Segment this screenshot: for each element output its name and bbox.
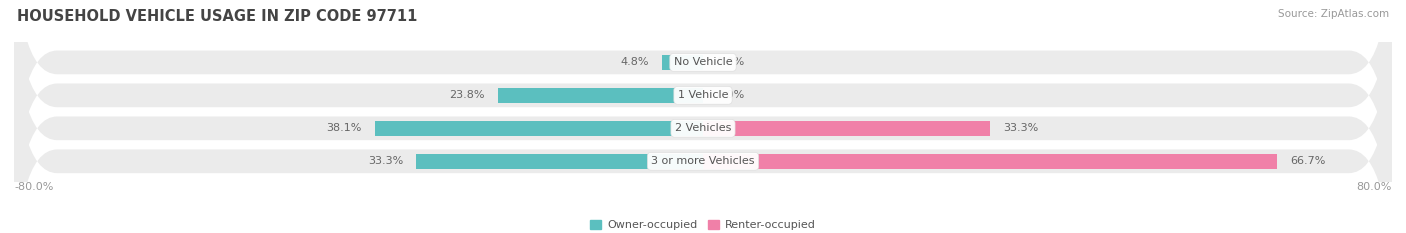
Text: 0.0%: 0.0% xyxy=(716,57,744,67)
Text: No Vehicle: No Vehicle xyxy=(673,57,733,67)
Text: 38.1%: 38.1% xyxy=(326,123,361,133)
Text: 2 Vehicles: 2 Vehicles xyxy=(675,123,731,133)
Text: 3 or more Vehicles: 3 or more Vehicles xyxy=(651,156,755,166)
Text: 33.3%: 33.3% xyxy=(1002,123,1038,133)
Text: 0.0%: 0.0% xyxy=(716,90,744,100)
Text: -80.0%: -80.0% xyxy=(14,182,53,192)
FancyBboxPatch shape xyxy=(14,0,1392,233)
Bar xyxy=(416,154,703,169)
Text: 66.7%: 66.7% xyxy=(1291,156,1326,166)
Text: 33.3%: 33.3% xyxy=(368,156,404,166)
FancyBboxPatch shape xyxy=(14,0,1392,215)
Bar xyxy=(703,121,990,136)
Bar xyxy=(662,55,703,70)
Bar xyxy=(375,121,703,136)
Legend: Owner-occupied, Renter-occupied: Owner-occupied, Renter-occupied xyxy=(586,216,820,233)
FancyBboxPatch shape xyxy=(14,8,1392,233)
Bar xyxy=(498,88,703,103)
Text: 1 Vehicle: 1 Vehicle xyxy=(678,90,728,100)
Text: HOUSEHOLD VEHICLE USAGE IN ZIP CODE 97711: HOUSEHOLD VEHICLE USAGE IN ZIP CODE 9771… xyxy=(17,9,418,24)
Text: Source: ZipAtlas.com: Source: ZipAtlas.com xyxy=(1278,9,1389,19)
Text: 23.8%: 23.8% xyxy=(450,90,485,100)
Bar xyxy=(703,154,1278,169)
FancyBboxPatch shape xyxy=(14,0,1392,233)
Text: 80.0%: 80.0% xyxy=(1357,182,1392,192)
Text: 4.8%: 4.8% xyxy=(620,57,648,67)
